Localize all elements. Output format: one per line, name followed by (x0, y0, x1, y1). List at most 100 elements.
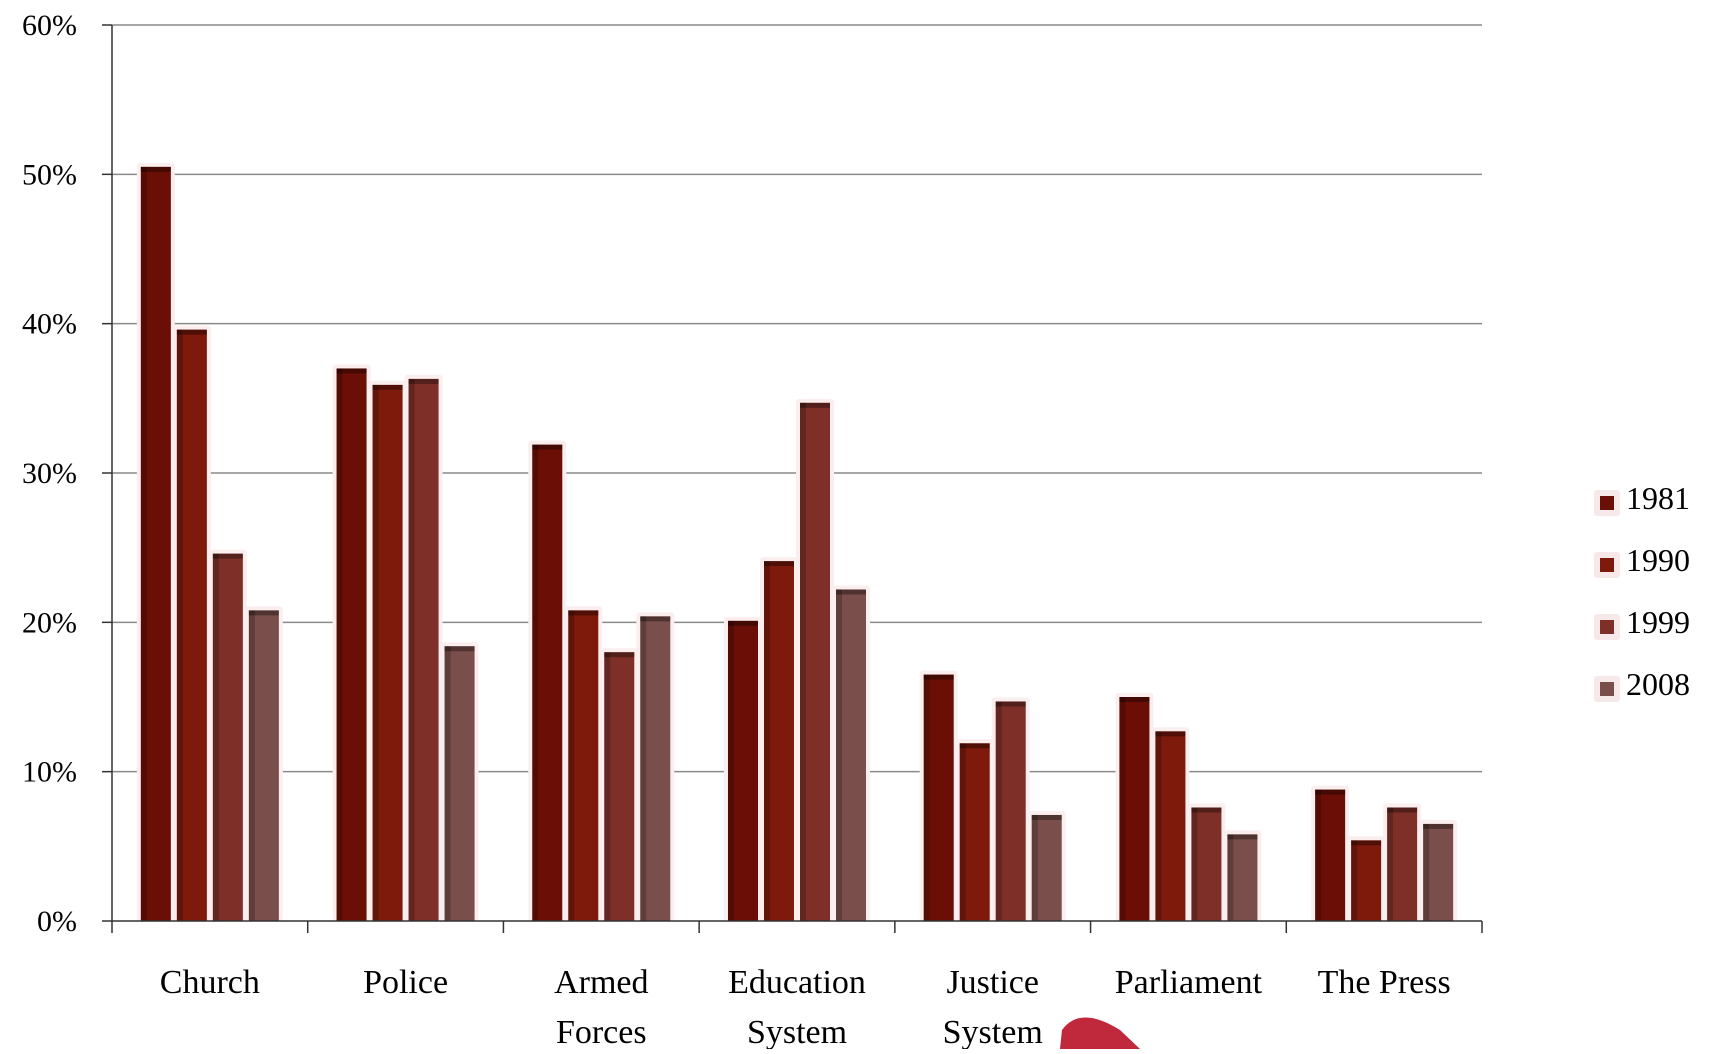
bar-cap (995, 701, 1026, 707)
bar-shade (1031, 814, 1038, 921)
bar (408, 378, 439, 921)
y-tick-label: 20% (22, 606, 77, 639)
bar-shade (248, 610, 255, 921)
bar-shade (959, 743, 966, 921)
bar-shade (176, 329, 183, 921)
bar (248, 610, 279, 921)
bar-shade (444, 646, 451, 921)
bar-shade (408, 378, 415, 921)
legend-swatch (1600, 496, 1614, 510)
bar-cap (1155, 731, 1186, 737)
x-category-label: Church (160, 964, 260, 1001)
bar-cap (1423, 823, 1454, 829)
bar (1387, 807, 1418, 921)
bar (212, 553, 243, 921)
bar-cap (248, 610, 279, 616)
bar (1155, 731, 1186, 921)
x-category-label: Armed (554, 964, 648, 1001)
bar-shade (728, 620, 734, 921)
bar-cap (1031, 814, 1062, 820)
bar (764, 561, 794, 921)
bar-cap (1227, 834, 1258, 840)
axes: 0% 10% 20% 30% 40% 50% 60% Church Police Armed For… (22, 9, 1483, 1051)
bar-shade (1423, 823, 1430, 921)
bar (640, 616, 671, 921)
bar-shade (604, 652, 611, 921)
bar-shade (1227, 834, 1234, 921)
bar-shade (800, 402, 806, 921)
bar-shade (372, 384, 379, 922)
bar-shade (532, 444, 539, 921)
bar (568, 610, 599, 921)
bar-cap (959, 743, 990, 749)
bar-cap (836, 589, 866, 595)
bar-shade (568, 610, 575, 921)
bar (728, 620, 758, 921)
bar-cap (532, 444, 563, 450)
legend-swatch (1600, 558, 1614, 572)
bar-cap (640, 616, 671, 622)
bar-cap (176, 329, 207, 335)
bar (140, 166, 171, 921)
legend-swatch (1600, 682, 1614, 696)
bar (336, 368, 367, 921)
bar (1031, 814, 1062, 921)
bar-cap (444, 646, 475, 652)
x-category-label: System (943, 1014, 1043, 1049)
bar (176, 329, 207, 921)
bar-cap (728, 620, 758, 626)
bar-shade (1315, 789, 1322, 921)
bar-shade (995, 701, 1002, 921)
bar-cap (923, 674, 954, 680)
bar-shade (836, 589, 842, 921)
legend-label: 1990 (1626, 542, 1690, 578)
bar (1423, 823, 1454, 921)
bar-cap (1119, 697, 1150, 702)
decorative-red-shape (1060, 1017, 1140, 1049)
x-category-label: Forces (556, 1014, 647, 1049)
y-tick-label: 0% (37, 905, 77, 938)
bar-cap (764, 561, 794, 567)
bar (995, 701, 1026, 921)
bar-cap (336, 368, 367, 374)
x-category-label: Police (363, 964, 448, 1001)
bar-cap (604, 652, 635, 658)
bar (444, 646, 475, 921)
bar-cap (1191, 807, 1222, 813)
bar-cap (800, 402, 830, 408)
y-tick-label: 30% (22, 457, 77, 490)
bar-shade (1351, 840, 1358, 921)
bar-shade (640, 616, 647, 921)
bar-cap (568, 610, 599, 616)
bar-cap (140, 166, 171, 172)
bar-cap (1315, 789, 1346, 795)
bar-shade (923, 674, 930, 921)
bar-cap (1387, 807, 1418, 813)
bar-cap (212, 553, 243, 559)
bar (372, 384, 403, 922)
x-category-label: Justice (946, 964, 1039, 1001)
legend-swatch (1600, 620, 1614, 634)
legend-label: 1981 (1626, 480, 1690, 516)
bar (1191, 807, 1222, 921)
bar-shade (764, 561, 770, 921)
x-category-label: Education (728, 964, 866, 1001)
x-category-label: Parliament (1115, 964, 1263, 1001)
x-category-label: System (747, 1014, 847, 1049)
bar (959, 743, 990, 921)
bar (1227, 834, 1258, 921)
legend-label: 2008 (1626, 666, 1690, 702)
bar (532, 444, 563, 921)
bars (136, 162, 1458, 922)
bar-cap (1351, 840, 1382, 846)
bar-shade (140, 166, 147, 921)
bar-cap (372, 384, 403, 390)
y-tick-label: 10% (22, 756, 77, 789)
bar (1351, 840, 1382, 921)
bar (836, 589, 866, 921)
bar (800, 402, 830, 921)
bar-cap (408, 378, 439, 384)
y-tick-label: 60% (22, 9, 77, 42)
